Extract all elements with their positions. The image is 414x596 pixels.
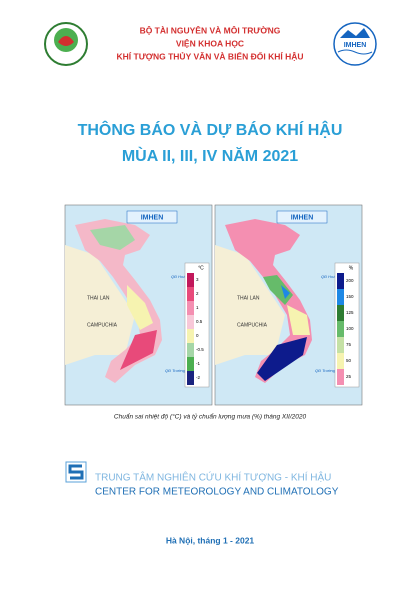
- legend-label: 1: [196, 305, 199, 310]
- legend-label: 200: [346, 278, 354, 283]
- legend-swatch: [337, 273, 344, 289]
- institute-sub: KHÍ TƯỢNG THỦY VĂN VÀ BIẾN ĐỔI KHÍ HẬU: [117, 50, 304, 61]
- legend-swatch: [337, 305, 344, 321]
- legend-swatch: [187, 371, 194, 385]
- legend-swatch: [187, 357, 194, 371]
- legend-label: 75: [346, 342, 352, 347]
- center-en: CENTER FOR METEOROLOGY AND CLIMATOLOGY: [95, 487, 339, 498]
- legend-swatch: [337, 321, 344, 337]
- legend-unit: %: [349, 265, 354, 271]
- legend-label: -1: [196, 361, 200, 366]
- legend-swatch: [187, 273, 194, 287]
- map-label: THAI LAN: [87, 295, 110, 301]
- legend-label: 150: [346, 294, 354, 299]
- caption: Chuẩn sai nhiệt độ (°C) và tỷ chuẩn lượn…: [114, 413, 307, 421]
- map-label: QĐ Hoàng Sa: [321, 274, 347, 279]
- map-label: QĐ Trường Sa: [315, 368, 342, 373]
- title-line: THÔNG BÁO VÀ DỰ BÁO KHÍ HẬU: [78, 120, 343, 139]
- map-label: QĐ Hoàng Sa: [171, 274, 197, 279]
- imhen-logo: IMHEN: [333, 22, 377, 66]
- rainfall-map: IMHEN THAI LAN CAMPUCHIA QĐ Hoàng Sa QĐ Trườ…: [214, 204, 363, 406]
- legend-swatch: [337, 289, 344, 305]
- brand-box: [276, 210, 328, 224]
- legend-label: 100: [346, 326, 354, 331]
- legend-label: 0: [196, 333, 199, 338]
- legend-swatch: [337, 369, 344, 385]
- logo-text: IMHEN: [344, 42, 367, 49]
- legend-swatch: [187, 315, 194, 329]
- legend-label: 50: [346, 358, 352, 363]
- center-logo: [65, 461, 87, 483]
- center-vn: TRUNG TÂM NGHIÊN CỨU KHÍ TƯỢNG - KHÍ HẬU: [95, 471, 331, 484]
- ministry: BỘ TÀI NGUYÊN VÀ MÔI TRƯỜNG: [140, 24, 281, 35]
- legend-swatch: [337, 353, 344, 369]
- ministry-logo: [44, 22, 88, 66]
- brand: IMHEN: [141, 214, 164, 221]
- legend-swatch: [337, 337, 344, 353]
- temperature-map: IMHEN THAI LAN CAMPUCHIA QĐ Hoàng Sa QĐ Trườ…: [64, 204, 213, 406]
- institute: VIỆN KHOA HỌC: [176, 37, 244, 48]
- title-line: MÙA II, III, IV NĂM 2021: [122, 146, 298, 165]
- legend-swatch: [187, 329, 194, 343]
- map-label: CAMPUCHIA: [87, 322, 118, 328]
- legend-swatch: [187, 287, 194, 301]
- brand-box: [126, 210, 178, 224]
- footer: Hà Nội, tháng 1 - 2021: [166, 535, 255, 545]
- map-label: CAMPUCHIA: [237, 322, 268, 328]
- brand: IMHEN: [291, 214, 314, 221]
- legend-unit: °C: [198, 265, 204, 271]
- legend-label: -2: [196, 375, 200, 380]
- legend-label: 2: [196, 291, 199, 296]
- map-label: THAI LAN: [237, 295, 260, 301]
- legend-label: 0.5: [196, 319, 203, 324]
- legend-label: 25: [346, 374, 352, 379]
- legend-swatch: [187, 301, 194, 315]
- legend-label: -0.5: [196, 347, 204, 352]
- map-label: QĐ Trường Sa: [165, 368, 192, 373]
- legend-label: 125: [346, 310, 354, 315]
- legend-swatch: [187, 343, 194, 357]
- legend-label: 3: [196, 277, 199, 282]
